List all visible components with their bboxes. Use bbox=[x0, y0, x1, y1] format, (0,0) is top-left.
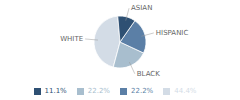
html-text:22.2%: 22.2% bbox=[131, 87, 154, 95]
svg-text:HISPANIC: HISPANIC bbox=[156, 29, 189, 37]
html-text:22.2%: 22.2% bbox=[87, 87, 110, 95]
html-text:44.4%: 44.4% bbox=[174, 87, 197, 95]
svg-text:BLACK: BLACK bbox=[137, 70, 160, 78]
html-text:11.1%: 11.1% bbox=[44, 87, 67, 95]
svg-text:ASIAN: ASIAN bbox=[131, 4, 152, 12]
svg-text:WHITE: WHITE bbox=[60, 35, 83, 43]
